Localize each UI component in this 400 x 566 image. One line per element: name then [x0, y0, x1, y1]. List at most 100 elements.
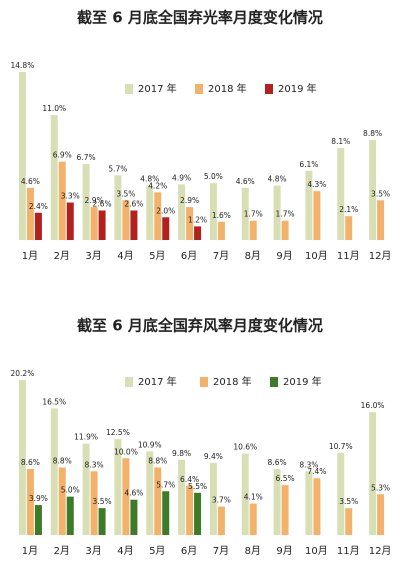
data-label: 3.5%: [371, 189, 390, 198]
bar: [18, 380, 26, 535]
data-label: 1.7%: [244, 210, 263, 219]
legend-label: 2017 年: [138, 375, 177, 388]
bar: [122, 458, 130, 535]
x-tick-label: 1月: [22, 250, 38, 262]
bar: [130, 499, 138, 535]
data-label: 10.6%: [233, 443, 257, 452]
bar: [241, 187, 249, 240]
x-tick-label: 5月: [149, 545, 165, 557]
bar: [98, 508, 106, 535]
bar: [114, 175, 122, 240]
data-label: 3.5%: [93, 497, 112, 506]
data-label: 11.9%: [74, 433, 98, 442]
bar: [217, 506, 225, 535]
x-tick-label: 6月: [181, 250, 197, 262]
bar: [337, 452, 345, 535]
bar: [58, 161, 66, 240]
data-label: 16.0%: [361, 401, 385, 410]
data-label: 6.1%: [299, 160, 318, 169]
bar: [217, 221, 225, 240]
bar: [98, 210, 106, 240]
x-tick-label: 2月: [54, 545, 70, 557]
data-label: 6.5%: [276, 474, 295, 483]
data-label: 1.6%: [212, 211, 231, 220]
bar: [66, 202, 74, 240]
bar: [345, 216, 353, 240]
data-label: 8.8%: [53, 456, 72, 465]
bar: [114, 439, 122, 535]
bar: [313, 191, 321, 240]
data-label: 12.5%: [106, 428, 130, 437]
data-label: 1.2%: [188, 215, 207, 224]
data-label: 3.3%: [61, 192, 80, 201]
data-label: 6.4%: [180, 475, 199, 484]
x-tick-label: 2月: [54, 250, 70, 262]
x-tick-label: 11月: [337, 250, 360, 262]
data-label: 4.9%: [172, 173, 191, 182]
data-label: 14.8%: [11, 61, 35, 70]
legend-swatch: [200, 377, 208, 387]
data-label: 4.6%: [21, 177, 40, 186]
x-tick-label: 4月: [117, 250, 133, 262]
x-tick-label: 7月: [213, 545, 229, 557]
bar: [345, 508, 353, 535]
x-tick-label: 10月: [305, 250, 328, 262]
bar: [273, 185, 281, 240]
bar: [305, 170, 313, 240]
legend-swatch: [125, 84, 133, 94]
data-label: 16.5%: [42, 397, 66, 406]
data-label: 8.8%: [148, 456, 167, 465]
data-label: 3.5%: [339, 497, 358, 506]
data-label: 2.9%: [85, 196, 104, 205]
bar: [26, 187, 34, 240]
data-label: 5.5%: [188, 482, 207, 491]
data-label: 4.6%: [124, 489, 143, 498]
data-label: 2.6%: [93, 199, 112, 208]
bar: [194, 226, 202, 240]
data-label: 4.3%: [307, 180, 326, 189]
x-tick-label: 9月: [276, 545, 292, 557]
x-tick-label: 7月: [213, 250, 229, 262]
data-label: 2.4%: [29, 202, 48, 211]
x-tick-label: 8月: [245, 545, 261, 557]
legend-label: 2019 年: [283, 375, 322, 388]
data-label: 6.7%: [77, 153, 96, 162]
data-label: 7.4%: [307, 467, 326, 476]
bar: [209, 183, 217, 240]
bar: [209, 462, 217, 535]
legend-swatch: [125, 377, 133, 387]
data-label: 10.9%: [138, 440, 162, 449]
bar: [273, 469, 281, 535]
bar: [281, 485, 289, 535]
bar: [82, 163, 90, 240]
legend-swatch: [265, 84, 273, 94]
data-label: 5.0%: [61, 486, 80, 495]
bar: [154, 467, 162, 535]
bar: [313, 478, 321, 535]
data-label: 4.8%: [140, 175, 159, 184]
bar: [50, 115, 58, 240]
x-tick-label: 12月: [369, 545, 392, 557]
bar: [369, 412, 377, 535]
data-label: 2.9%: [180, 196, 199, 205]
bar: [26, 469, 34, 535]
bar: [90, 207, 98, 240]
data-label: 5.3%: [371, 483, 390, 492]
chart-title: 截至 6 月底全国弃光率月度变化情况: [77, 9, 323, 27]
bar: [66, 496, 74, 535]
bar: [122, 200, 130, 240]
data-label: 5.0%: [204, 172, 223, 181]
bar: [178, 184, 186, 240]
x-tick-label: 8月: [245, 250, 261, 262]
data-label: 4.2%: [148, 181, 167, 190]
bar: [162, 217, 170, 240]
data-label: 6.9%: [53, 151, 72, 160]
bar: [146, 185, 154, 240]
data-label: 1.7%: [276, 210, 295, 219]
bar: [82, 443, 90, 535]
bar: [90, 471, 98, 535]
x-tick-label: 11月: [337, 545, 360, 557]
legend-swatch: [195, 84, 203, 94]
bar: [162, 491, 170, 535]
bar: [249, 220, 257, 240]
